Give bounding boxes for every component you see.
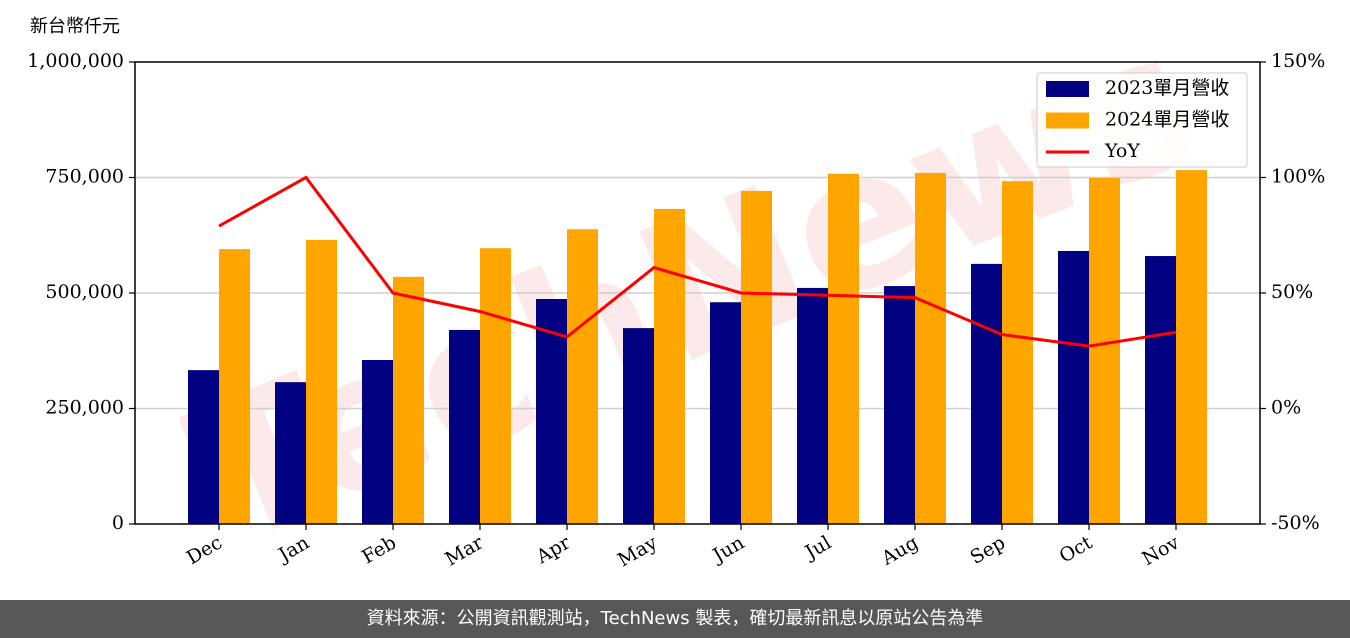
- y2-tick-label: 50%: [1271, 281, 1313, 303]
- bar: [188, 370, 219, 524]
- y-tick-label: 250,000: [45, 397, 124, 419]
- bar: [219, 249, 250, 525]
- bar: [884, 286, 915, 524]
- y-unit-label: 新台幣仟元: [30, 16, 120, 37]
- bar: [971, 263, 1002, 524]
- y-tick-label: 750,000: [45, 166, 124, 188]
- bar: [710, 302, 741, 524]
- bar: [797, 287, 828, 524]
- plot-frame: [134, 61, 1261, 525]
- x-tick-label: May: [614, 531, 661, 571]
- x-tick-label: Jul: [800, 532, 835, 565]
- legend-label: YoY: [1104, 140, 1140, 162]
- legend-box: [1036, 72, 1248, 168]
- x-tick-label: Apr: [532, 531, 575, 568]
- legend-label: 2023單月營收: [1105, 77, 1229, 99]
- bar: [828, 173, 859, 524]
- bar: [362, 359, 393, 524]
- x-tick-label: Aug: [877, 532, 922, 571]
- bar: [654, 208, 685, 524]
- bar: [1089, 177, 1120, 524]
- bar: [623, 328, 654, 524]
- y2-tick-label: -50%: [1271, 512, 1320, 534]
- legend-label: 2024單月營收: [1105, 109, 1229, 131]
- y2-tick-label: 150%: [1271, 50, 1325, 72]
- x-tick-label: Nov: [1138, 531, 1183, 570]
- bar: [1058, 250, 1089, 524]
- x-tick-label: Sep: [966, 532, 1009, 569]
- bar: [306, 239, 337, 524]
- source-footer: 資料來源：公開資訊觀測站，TechNews 製表，確切最新訊息以原站公告為準: [0, 600, 1350, 638]
- bar: [1002, 181, 1033, 525]
- legend-swatch: [1046, 81, 1089, 97]
- bar: [567, 229, 598, 524]
- bar: [275, 382, 306, 524]
- y-tick-label: 500,000: [45, 281, 124, 303]
- bar: [1145, 256, 1176, 524]
- x-tick-label: Oct: [1056, 531, 1097, 567]
- chart: 新台幣仟元 TechNews 0250,000500,000750,0001,0…: [27, 0, 1325, 588]
- legend-swatch: [1046, 112, 1089, 129]
- x-tick-label: Jun: [707, 532, 748, 568]
- bar: [393, 276, 424, 524]
- y2-tick-label: 100%: [1271, 166, 1325, 188]
- y2-tick-label: 0%: [1271, 397, 1301, 419]
- y-tick-label: 1,000,000: [27, 50, 124, 72]
- bar: [741, 190, 772, 524]
- bar: [1176, 170, 1207, 524]
- x-tick-label: Mar: [441, 531, 487, 570]
- x-tick-label: Dec: [183, 532, 226, 570]
- bar: [915, 172, 946, 524]
- bar: [449, 329, 480, 524]
- bar: [480, 248, 511, 524]
- y-tick-label: 0: [112, 512, 124, 534]
- yoy-line: [218, 175, 1177, 348]
